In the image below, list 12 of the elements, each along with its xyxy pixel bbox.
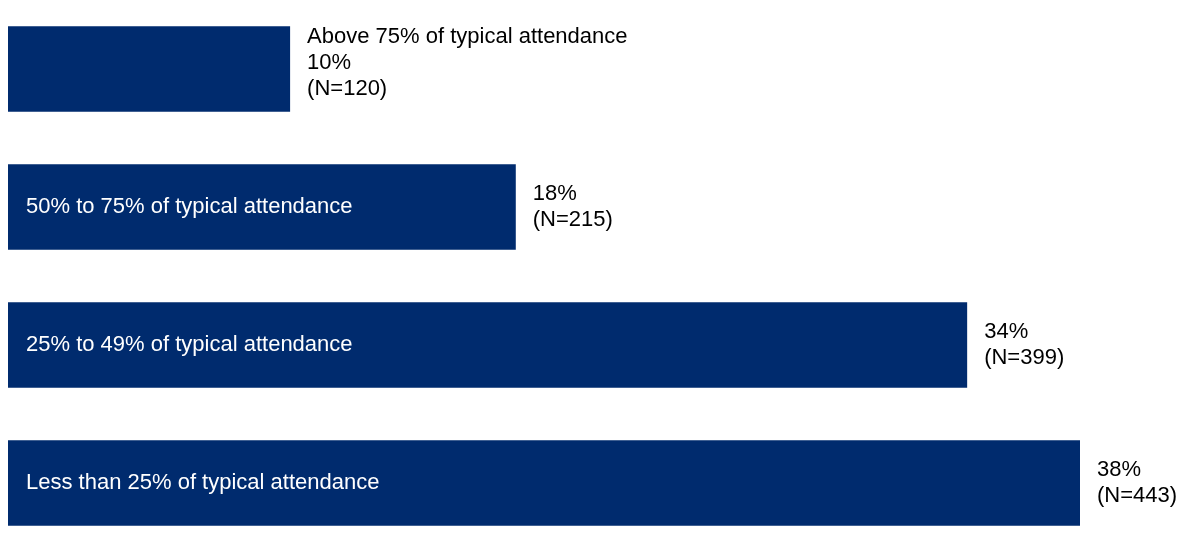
bar [8, 302, 968, 388]
y-tick-label: Less than 25% of typical attendance [26, 469, 380, 495]
bar [8, 26, 291, 112]
bar [8, 440, 1080, 526]
y-tick-label: 50% to 75% of typical attendance [26, 193, 353, 219]
y-tick-label: Above 75% of typical attendance [307, 23, 628, 49]
data-label: 38% (N=443) [1097, 456, 1178, 508]
data-label: 34% (N=399) [984, 318, 1065, 370]
data-label: 18% (N=215) [532, 180, 613, 232]
y-tick-label: 25% to 49% of typical attendance [26, 331, 353, 357]
bar [8, 164, 516, 250]
data-label: 10% (N=120) [307, 49, 388, 101]
